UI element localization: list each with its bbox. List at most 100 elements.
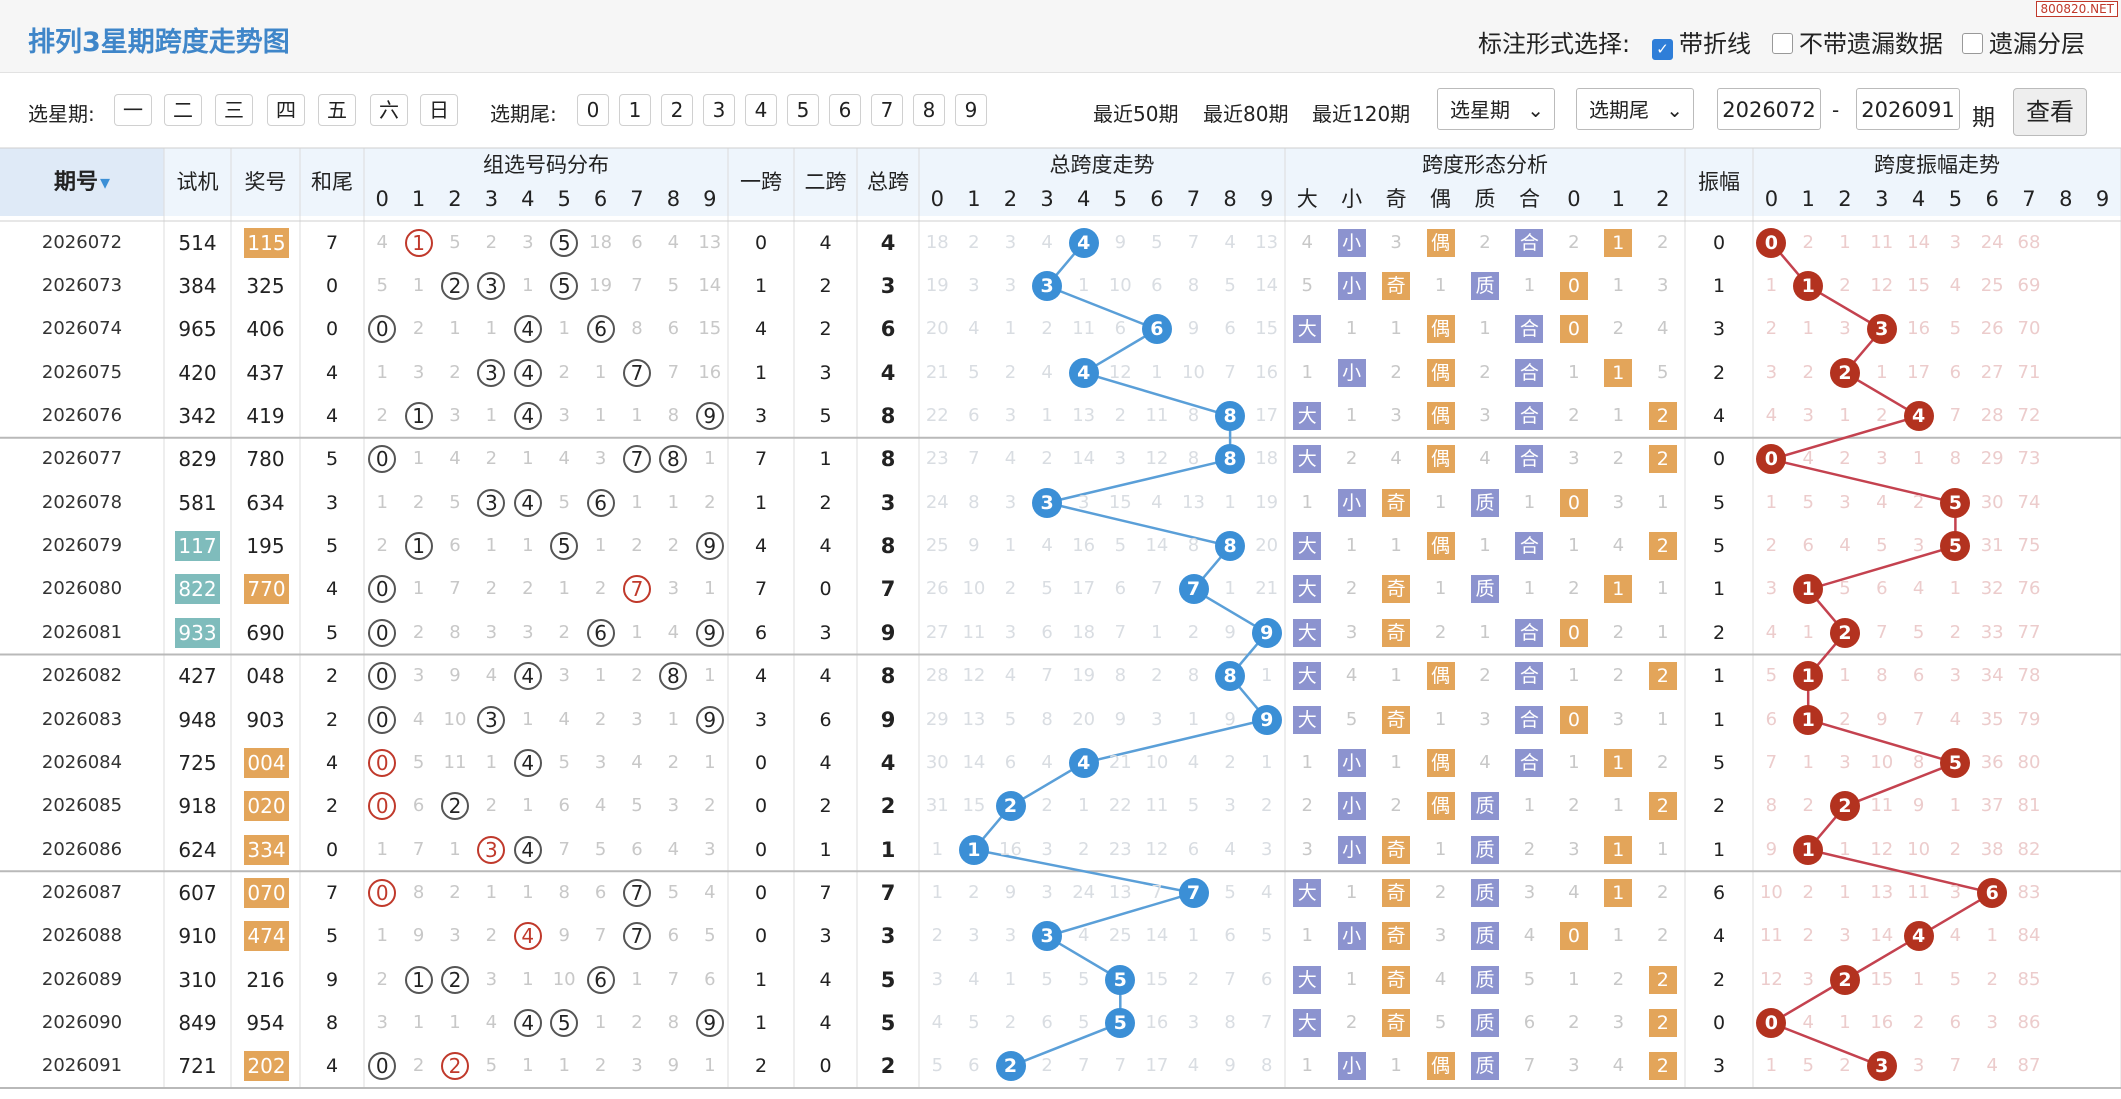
trend-miss-value: 2	[1187, 621, 1200, 643]
trend-miss-value: 1	[1151, 361, 1163, 383]
amp-miss-value: 9	[1765, 838, 1778, 860]
form-tag: 小	[1337, 835, 1366, 864]
weekday-button[interactable]: 二	[164, 94, 202, 126]
tail-select[interactable]: 选期尾 ⌄	[1576, 88, 1694, 130]
amp-miss-value: 5	[1802, 1055, 1814, 1077]
tail-button[interactable]: 2	[661, 94, 693, 126]
span-value: 3	[880, 924, 896, 949]
form-miss-value: 1	[1345, 405, 1358, 427]
group-miss-value: 1	[485, 535, 498, 557]
search-button[interactable]: 查看	[2013, 88, 2087, 136]
form-tag: 0	[1559, 488, 1588, 517]
trend-digit-header: 2	[1003, 187, 1018, 211]
trend-digit-header: 1	[967, 187, 981, 211]
trend-miss-value: 3	[1041, 838, 1053, 860]
trend-miss-value: 11	[1145, 795, 1169, 817]
sum-tail: 5	[325, 925, 339, 948]
checkbox-icon[interactable]	[1772, 33, 1793, 54]
tail-button[interactable]: 3	[703, 94, 735, 126]
tail-button[interactable]: 7	[871, 94, 903, 126]
tail-button[interactable]: 6	[829, 94, 861, 126]
amp-trend-ball: 4	[1903, 921, 1934, 952]
group-miss-value: 2	[667, 535, 680, 557]
to-issue-input[interactable]: 2026091	[1856, 88, 1960, 130]
span-trend-ball: 3	[1032, 487, 1063, 518]
amp-miss-value: 6	[1912, 665, 1925, 687]
issue-cell: 2026084	[41, 751, 123, 773]
weekday-button[interactable]: 四	[267, 94, 305, 126]
option-no-miss[interactable]: 不带遗漏数据	[1772, 24, 1943, 59]
amp-miss-value: 10	[1759, 881, 1783, 903]
group-miss-value: 6	[558, 795, 570, 817]
tail-button[interactable]: 9	[955, 94, 987, 126]
group-miss-value: 1	[704, 665, 716, 687]
span-trend-ball: 4	[1068, 357, 1099, 388]
trend-miss-value: 5	[1224, 275, 1236, 297]
checkbox-checked-icon[interactable]: ✓	[1652, 39, 1673, 60]
amp-miss-value: 15	[1870, 968, 1894, 990]
amp-value: 3	[1712, 1055, 1726, 1078]
weekday-button[interactable]: 六	[370, 94, 408, 126]
sort-down-icon[interactable]: ▾	[99, 170, 111, 194]
amp-miss-value: 12	[1870, 838, 1894, 860]
recent-120-link[interactable]: 最近120期	[1312, 102, 1411, 126]
form-tag: 偶	[1426, 748, 1455, 777]
form-tag: 小	[1337, 748, 1366, 777]
test-number: 910	[178, 924, 217, 949]
form-tag: 大	[1293, 965, 1322, 994]
form-sub-header: 偶	[1430, 187, 1452, 211]
amp-trend-ball: 3	[1866, 314, 1897, 345]
span1-value: 2	[754, 1055, 768, 1078]
amp-miss-value: 31	[1980, 535, 2004, 557]
tail-button[interactable]: 0	[577, 94, 609, 126]
option-line[interactable]: ✓ 带折线	[1652, 24, 1751, 60]
form-miss-value: 1	[1612, 925, 1625, 947]
form-miss-value: 2	[1390, 361, 1402, 383]
group-miss-value: 1	[376, 925, 388, 947]
tail-button[interactable]: 5	[787, 94, 819, 126]
amp-trend-ball: 2	[1830, 617, 1860, 648]
tail-button[interactable]: 8	[913, 94, 945, 126]
group-digit-hit: 3	[477, 835, 506, 864]
group-miss-value: 7	[667, 361, 680, 383]
issue-header[interactable]: 期号 ▾	[0, 148, 164, 216]
tail-button[interactable]: 4	[745, 94, 777, 126]
recent-50-link[interactable]: 最近50期	[1093, 102, 1179, 126]
trend-miss-value: 21	[1108, 751, 1132, 773]
weekday-select[interactable]: 选星期 ⌄	[1437, 88, 1555, 130]
weekday-button[interactable]: 三	[215, 94, 253, 126]
group-miss-value: 2	[558, 621, 570, 643]
recent-80-link[interactable]: 最近80期	[1203, 102, 1289, 126]
trend-miss-value: 18	[1255, 448, 1279, 470]
group-digit-hit: 7	[623, 445, 651, 474]
amp-value: 1	[1712, 838, 1726, 861]
from-issue-input[interactable]: 2026072	[1717, 88, 1821, 130]
group-digit-header: 6	[593, 187, 608, 211]
weekday-button[interactable]: 日	[420, 94, 458, 126]
amp-trend-ball: 5	[1940, 531, 1971, 562]
checkbox-icon[interactable]	[1962, 33, 1983, 54]
amp-miss-value: 5	[1949, 968, 1962, 990]
amp-miss-value: 1	[1912, 448, 1925, 470]
group-miss-value: 1	[594, 405, 607, 427]
test-number: 607	[178, 880, 217, 905]
trend-miss-value: 21	[1255, 578, 1279, 600]
trend-miss-value: 15	[962, 795, 986, 817]
option-layer[interactable]: 遗漏分层	[1962, 24, 2085, 59]
amp-miss-value: 74	[2017, 491, 2041, 513]
test-number-highlight: 117	[175, 531, 220, 562]
form-tag: 大	[1293, 1008, 1322, 1037]
group-miss-value: 4	[412, 708, 425, 730]
group-miss-value: 1	[412, 275, 425, 297]
form-tag: 偶	[1426, 358, 1455, 387]
tail-button[interactable]: 1	[619, 94, 651, 126]
weekday-button[interactable]: 五	[318, 94, 356, 126]
amp-trend-ball: 4	[1903, 401, 1934, 432]
period-unit: 期	[1972, 105, 1995, 131]
form-miss-value: 1	[1434, 491, 1447, 513]
trend-digit-header: 5	[1113, 187, 1127, 211]
form-miss-value: 4	[1657, 318, 1669, 340]
group-miss-value: 3	[594, 448, 607, 470]
weekday-button[interactable]: 一	[114, 94, 152, 126]
trend-miss-value: 14	[1145, 925, 1169, 947]
